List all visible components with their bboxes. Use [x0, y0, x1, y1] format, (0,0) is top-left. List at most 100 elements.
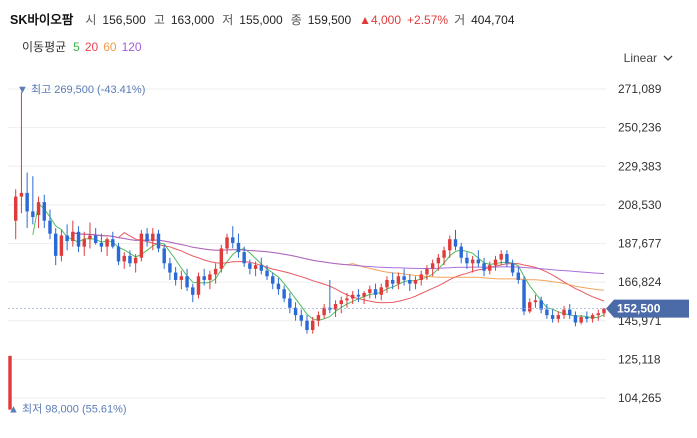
candle-body	[596, 313, 601, 316]
candle-body	[145, 233, 149, 242]
ma-60-label[interactable]: 60	[103, 40, 117, 54]
y-tick-label: 125,118	[618, 352, 661, 366]
candle-body	[236, 242, 241, 253]
ma-120-label[interactable]: 120	[121, 40, 142, 54]
candle-body	[550, 315, 555, 319]
candle-body	[36, 202, 41, 216]
candle-body	[488, 265, 492, 271]
candle-body	[42, 202, 46, 221]
candle-body	[602, 308, 606, 314]
candle-body	[53, 233, 58, 256]
candle-body	[208, 274, 212, 280]
candle-body	[139, 233, 144, 258]
candle-body	[225, 237, 229, 249]
scale-selector[interactable]: Linear	[624, 51, 673, 65]
y-tick-label: 104,265	[618, 391, 662, 405]
candle-body	[568, 309, 572, 316]
candle-body	[76, 231, 81, 247]
candle-body	[151, 233, 155, 242]
candle-body	[276, 283, 281, 290]
low-value: 155,000	[239, 13, 283, 27]
candle-body	[573, 315, 578, 323]
ma-20-label[interactable]: 20	[84, 40, 99, 54]
candle-body	[13, 196, 18, 221]
ma-120-line	[72, 232, 605, 275]
candle-body	[202, 276, 206, 280]
candle-body	[248, 263, 252, 269]
candle-body	[408, 279, 412, 284]
y-tick-label: 166,824	[618, 275, 662, 289]
candle-body	[293, 307, 298, 316]
current-price-label: 152,500	[617, 302, 661, 316]
open-value: 156,500	[102, 13, 146, 27]
candle-body	[339, 300, 343, 305]
candle-body	[402, 276, 406, 280]
y-tick-label: 208,530	[618, 198, 662, 212]
grid-lines	[8, 88, 606, 399]
close-value: 159,500	[307, 13, 352, 27]
candle-body	[156, 233, 161, 249]
candle-body	[585, 316, 589, 319]
candle-body	[99, 242, 104, 247]
candle-body	[345, 298, 349, 301]
candle-body	[396, 276, 401, 284]
y-tick-label: 271,089	[618, 82, 662, 96]
candle-body	[271, 276, 275, 284]
candle-body	[470, 259, 475, 264]
candlestick-series	[8, 91, 606, 410]
candle-body	[533, 300, 538, 303]
candle-body	[459, 246, 463, 258]
candle-body	[333, 304, 338, 310]
candle-body	[379, 287, 383, 295]
candle-body	[65, 235, 69, 242]
y-tick-label: 250,236	[618, 121, 662, 135]
candle-body	[322, 307, 326, 316]
candle-body	[19, 192, 24, 197]
scale-selector-label: Linear	[623, 51, 657, 65]
candle-body	[128, 255, 132, 264]
current-price-badge	[606, 299, 689, 318]
change-percent: +2.57%	[407, 13, 449, 27]
open-label: 시	[85, 13, 97, 27]
candle-body	[362, 292, 366, 297]
candle-body	[442, 250, 446, 258]
candle-body	[122, 255, 126, 262]
candle-body	[305, 320, 309, 330]
candle-body	[579, 316, 583, 323]
candle-body	[419, 274, 423, 280]
candle-body	[505, 254, 509, 264]
moving-average-title: 이동평균	[22, 40, 67, 54]
candle-body	[316, 315, 321, 321]
candle-body	[465, 257, 469, 264]
high-value: 163,000	[170, 13, 215, 27]
low-label: 저	[222, 13, 234, 27]
candle-body	[253, 265, 258, 269]
candle-body	[8, 355, 12, 410]
ma-5-label[interactable]: 5	[73, 40, 80, 54]
moving-average-lines	[32, 203, 605, 321]
candle-body	[191, 287, 195, 295]
candle-body	[213, 268, 218, 275]
candle-body	[413, 279, 418, 284]
candle-body	[116, 246, 121, 262]
candle-body	[350, 294, 355, 299]
y-tick-label: 229,383	[618, 159, 662, 173]
candle-body	[231, 237, 235, 243]
candle-body	[373, 289, 378, 295]
candle-body	[356, 294, 361, 297]
candle-body	[493, 259, 498, 266]
chevron-down-icon	[663, 55, 673, 61]
volume-label: 거	[454, 13, 466, 27]
min-price-marker: ▲ 최저 98,000 (55.61%)	[8, 403, 127, 416]
high-label: 고	[153, 13, 165, 27]
candle-body	[476, 259, 481, 264]
candle-body	[539, 300, 543, 310]
candle-body	[31, 211, 35, 217]
ma-20-line	[72, 231, 605, 304]
candle-body	[562, 309, 566, 316]
candle-body	[168, 263, 172, 273]
candle-body	[219, 248, 224, 269]
y-tick-label: 187,677	[618, 237, 662, 251]
candle-body	[528, 302, 532, 312]
